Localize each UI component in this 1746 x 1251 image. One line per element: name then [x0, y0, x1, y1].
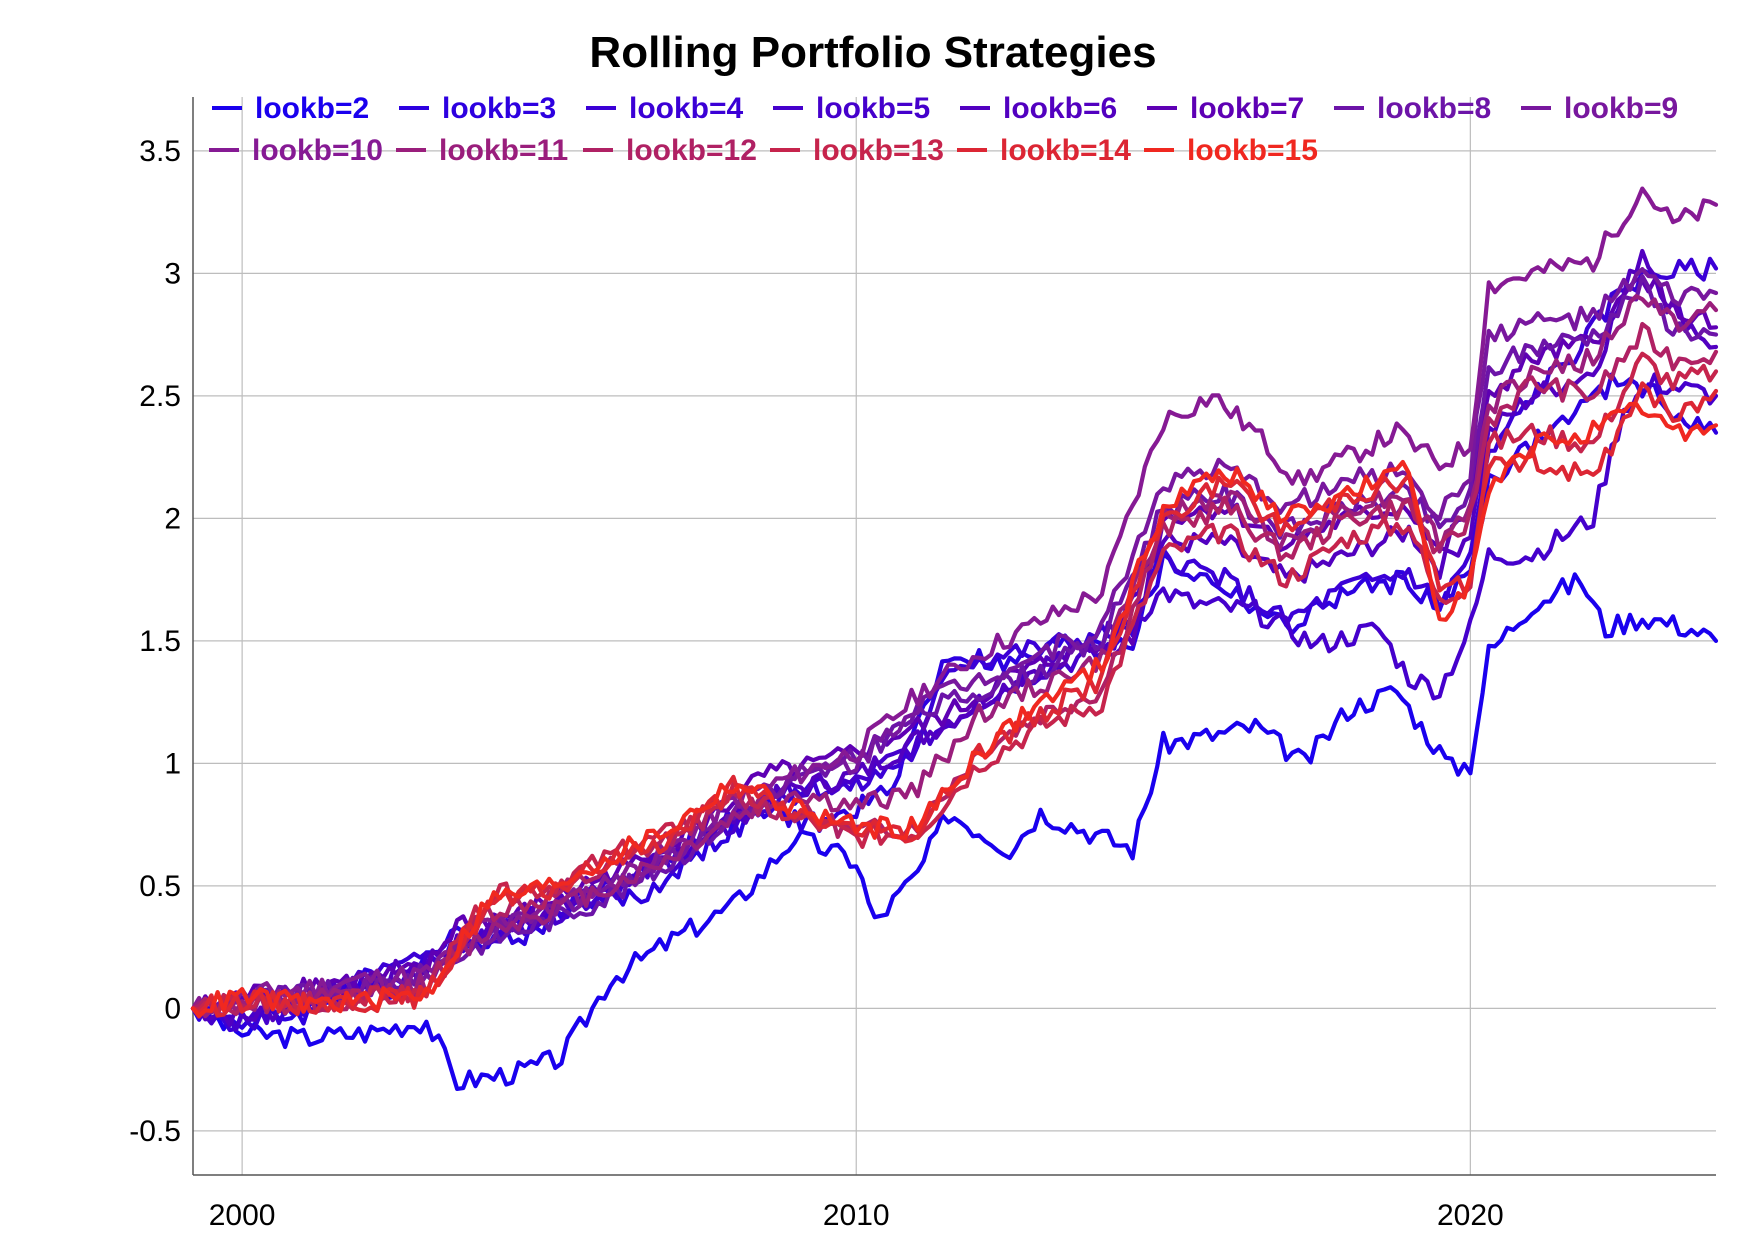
y-tick-label: 3	[164, 257, 181, 290]
grid	[193, 97, 1716, 1175]
y-tick-label: 2	[164, 502, 181, 535]
legend-label: lookb=9	[1564, 92, 1678, 125]
legend-label: lookb=3	[442, 92, 556, 125]
y-tick-label: -0.5	[129, 1115, 181, 1148]
legend-label: lookb=6	[1003, 92, 1117, 125]
legend-label: lookb=4	[629, 92, 744, 125]
y-tick-label: 2.5	[139, 380, 181, 413]
legend-label: lookb=10	[252, 134, 383, 167]
legend-label: lookb=15	[1187, 134, 1318, 167]
y-tick-label: 1.5	[139, 625, 181, 658]
series-group	[190, 186, 1719, 1091]
series-line-lookb-2	[190, 572, 1719, 1091]
legend-label: lookb=7	[1190, 92, 1304, 125]
chart-title: Rolling Portfolio Strategies	[589, 28, 1156, 77]
legend-label: lookb=2	[255, 92, 369, 125]
legend-label: lookb=12	[626, 134, 757, 167]
y-tick-label: 3.5	[139, 135, 181, 168]
legend: lookb=2 lookb=3 lookb=4 lookb=5 lookb=6 lookb…	[209, 92, 1678, 167]
x-tick-label: 2020	[1437, 1199, 1504, 1232]
y-tick-label: 1	[164, 747, 181, 780]
x-tick-label: 2000	[209, 1199, 276, 1232]
x-tick-label: 2010	[823, 1199, 890, 1232]
legend-label: lookb=13	[813, 134, 944, 167]
series-line-lookb-13	[190, 351, 1719, 1018]
series-line-lookb-10	[190, 186, 1719, 1015]
legend-label: lookb=14	[1000, 134, 1131, 167]
axes: -0.5 0 0.5 1 1.5 2 2.5 3 3.5 2000 2010 2020	[129, 97, 1716, 1232]
legend-label: lookb=11	[439, 134, 568, 167]
series-line-lookb-15	[190, 401, 1719, 1019]
y-tick-label: 0.5	[139, 870, 181, 903]
legend-label: lookb=5	[816, 92, 930, 125]
legend-label: lookb=8	[1377, 92, 1491, 125]
y-tick-label: 0	[164, 992, 181, 1025]
